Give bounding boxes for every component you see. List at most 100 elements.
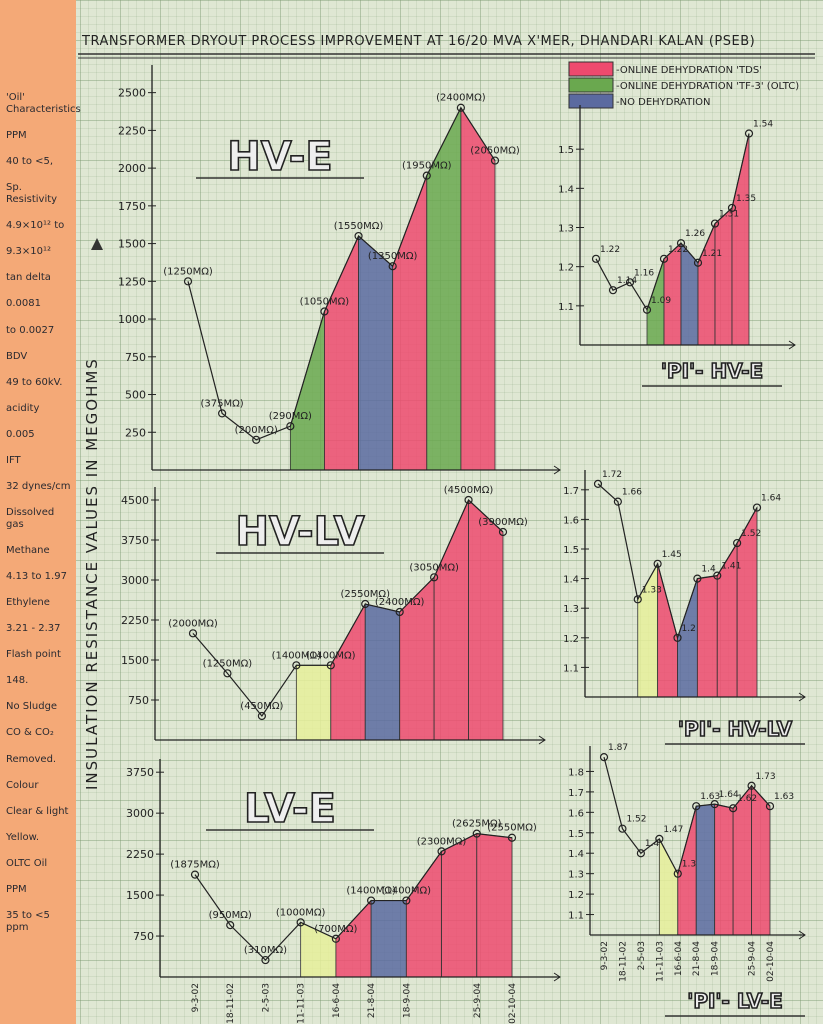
y-tick-label: 1.4 [563,575,579,586]
area-fill [324,235,359,471]
y-tick-label: 1750 [118,200,146,213]
area-fill [732,784,752,936]
side-note: CO & CO₂ [6,727,54,739]
side-note: IFT [6,454,21,466]
y-tick-label: 1000 [118,313,146,326]
x-tick-label: 11-11-03 [297,983,307,1024]
data-line [192,498,504,718]
area-fill [330,602,366,741]
area-fill [657,563,678,698]
data-label: 1.35 [736,194,756,204]
data-point [599,753,609,762]
data-point [367,896,376,905]
y-tick-label: 1.6 [568,808,584,819]
x-tick-label: 9-3-02 [600,941,610,970]
area-fill [658,838,679,936]
axis-arrow [538,735,546,745]
data-label: 1.66 [622,488,642,498]
data-label: 1.64 [761,494,781,504]
data-label: 1.26 [685,229,705,239]
data-point [472,829,481,838]
data-label: 1.33 [642,585,662,595]
legend-swatch [568,61,614,77]
data-point [188,629,198,638]
data-point [642,305,652,314]
side-note: OLTC Oil [6,857,48,869]
area-fill [714,803,734,936]
data-point [395,607,404,617]
data-label: 1.63 [774,792,794,802]
data-label: (1250MΩ) [163,266,213,277]
data-point [490,156,500,165]
side-note: Clear & light [6,805,69,817]
side-note: BDV [6,350,28,362]
data-point [693,574,702,583]
data-point [388,262,397,271]
y-tick-label: 2250 [118,124,146,137]
data-label: 1.41 [721,562,741,572]
data-label: (290MΩ) [269,411,312,422]
page-title: TRANSFORMER DRYOUT PROCESS IMPROVEMENT A… [81,34,755,49]
data-label: (1350MΩ) [368,251,418,262]
side-note: 49 to 60kV. [6,376,63,388]
data-point [727,203,737,213]
arrow [91,238,103,250]
y-tick-label: 1.3 [558,224,574,235]
x-tick-label: 9-3-02 [191,983,201,1012]
data-label: 1.73 [756,772,776,782]
data-point [710,219,720,228]
y-tick-label: 1.6 [563,515,579,526]
side-note: No Sludge [6,701,58,713]
data-label: (2050MΩ) [470,146,520,157]
x-tick-label: 25-9-04 [748,941,758,976]
side-note: 3.21 - 2.37 [6,623,61,635]
data-label: 1.45 [662,550,682,560]
legend-swatch [568,93,614,109]
y-tick-label: 3750 [126,766,154,779]
area-fill [731,133,750,346]
axis-arrow [553,972,561,982]
side-note: 0.0081 [6,298,41,310]
y-tick-label: 2250 [121,614,149,627]
data-point [456,103,465,112]
data-point [653,559,662,568]
y-tick-label: 2000 [118,162,146,175]
y-tick-label: 1.2 [563,634,579,645]
data-label: 1.87 [608,743,628,753]
data-point [361,599,370,609]
data-label: 1.47 [663,825,683,835]
x-tick-label: 21-8-04 [367,983,377,1018]
data-point [673,869,682,878]
chart-title: LV-E [244,786,336,832]
oil-characteristics: 'Oil' Characteristics PPM 40 to <5, Sp. Res… [0,0,81,1024]
area-fill [405,850,442,978]
area-fill [295,664,332,741]
y-tick-label: 1250 [118,275,146,288]
side-note: 32 dynes/cm [6,480,71,492]
data-label: 1.52 [626,815,646,825]
x-tick-label: 16-6-04 [332,983,342,1018]
area-fill [695,803,716,936]
data-point [183,277,193,286]
data-point [613,497,622,506]
y-tick-label: 2500 [118,87,146,100]
data-point [218,409,227,418]
axis-arrow [553,465,561,475]
y-tick-label: 1.7 [563,486,579,497]
data-point [326,661,335,670]
data-point [223,669,232,678]
data-point [676,239,686,248]
side-note: Removed. [6,753,57,765]
data-label: (1550MΩ) [334,221,384,232]
y-axis-title: INSULATION RESISTANCE VALUES IN MEGOHMS [83,357,101,790]
area-fill [335,899,372,978]
data-point [422,171,431,180]
data-line [603,756,771,876]
data-point [591,254,601,263]
data-label: (1400MΩ) [306,650,356,661]
data-point [354,231,363,241]
x-tick-label: 2-5-03 [637,941,647,970]
y-tick-label: 1.1 [563,663,579,674]
data-point [226,921,235,930]
